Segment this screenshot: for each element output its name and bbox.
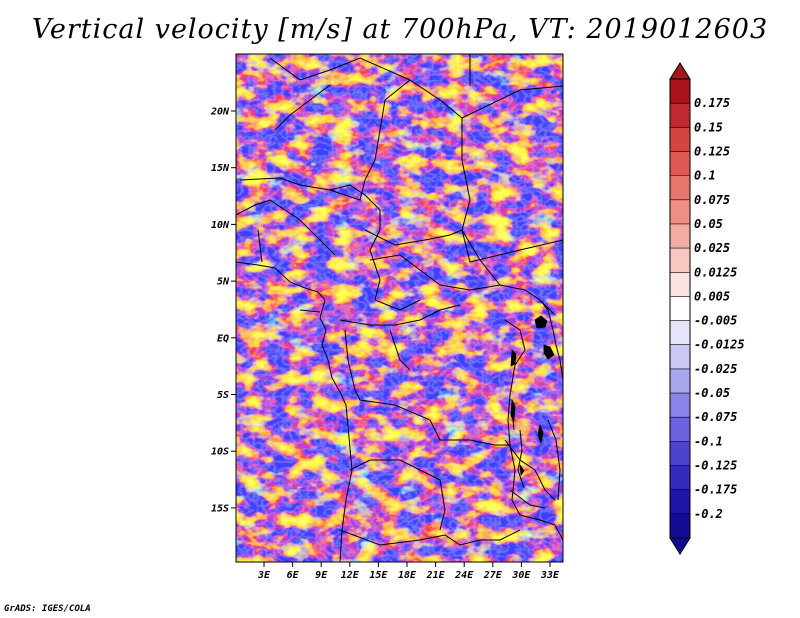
- lon-label: 30E: [511, 570, 531, 581]
- lon-label: 12E: [341, 570, 360, 581]
- colorbar-label: 0.05: [694, 217, 723, 231]
- colorbar-label: 0.075: [694, 193, 730, 207]
- country-boundaries: [236, 54, 563, 562]
- colorbar-label: -0.1: [694, 434, 723, 448]
- colorbar-swatch: [670, 248, 690, 273]
- lakes: [510, 315, 555, 477]
- colorbar-label: 0.175: [694, 96, 730, 110]
- colorbar-label: -0.025: [694, 362, 737, 376]
- lon-label: 33E: [540, 570, 560, 581]
- colorbar-label: 0.0125: [694, 265, 737, 279]
- lon-label: 9E: [315, 570, 328, 581]
- colorbar-swatch: [670, 368, 690, 394]
- colorbar-label: -0.2: [694, 507, 723, 521]
- colorbar-swatch: [670, 296, 690, 321]
- colorbar-swatch: [670, 441, 690, 466]
- colorbar-label: 0.15: [694, 120, 723, 134]
- grads-credit: GrADS: IGES/COLA: [4, 604, 91, 614]
- colorbar-label: 0.005: [694, 289, 730, 303]
- colorbar-swatch: [670, 489, 690, 515]
- lat-label: 15N: [211, 163, 230, 174]
- lon-label: 24E: [454, 570, 474, 581]
- lon-label: 3E: [257, 570, 271, 581]
- colorbar-label: 0.125: [694, 144, 730, 158]
- colorbar-label: -0.05: [694, 386, 730, 400]
- colorbar-top-arrow: [669, 62, 691, 80]
- colorbar-swatch: [670, 272, 690, 297]
- colorbar-bottom-arrow: [669, 537, 691, 555]
- lat-label: 15S: [211, 503, 229, 514]
- velocity-field: [236, 54, 563, 562]
- colorbar-label: 0.1: [694, 169, 716, 183]
- colorbar-swatch: [670, 465, 690, 490]
- lon-label: 18E: [398, 570, 417, 581]
- colorbar-swatch: [670, 513, 690, 539]
- colorbar-swatch: [670, 175, 690, 201]
- colorbar-label: -0.175: [694, 483, 737, 497]
- colorbar-swatch: [670, 320, 690, 346]
- colorbar-swatch: [670, 344, 690, 370]
- colorbar-label: -0.125: [694, 459, 737, 473]
- colorbar-label: -0.075: [694, 410, 737, 424]
- lon-label: 6E: [287, 570, 300, 581]
- colorbar-swatch: [670, 393, 690, 418]
- map-frame: [235, 53, 564, 563]
- colorbar-label: -0.005: [694, 314, 737, 328]
- longitude-axis: 3E 6E 9E 12E 15E 18E 21E 24E 27E 30E 33E: [257, 562, 560, 581]
- colorbar-swatch: [670, 79, 690, 104]
- lat-label: EQ: [217, 333, 229, 344]
- colorbar-swatch: [670, 417, 690, 442]
- lat-label: 5S: [217, 390, 229, 401]
- lon-label: 15E: [369, 570, 388, 581]
- lat-label: 10N: [211, 220, 230, 231]
- lon-label: 21E: [426, 570, 446, 581]
- lat-label: 10S: [211, 447, 229, 458]
- colorbar: 0.175 0.15 0.125 0.1 0.075 0.05 0.025 0.0125 0.0…: [669, 62, 745, 555]
- latitude-axis: 20N 15N 10N 5N EQ 5S 10S 15S: [210, 107, 236, 514]
- lat-label: 20N: [210, 107, 230, 118]
- lat-label: 5N: [217, 277, 230, 288]
- colorbar-swatch: [670, 151, 690, 176]
- colorbar-swatch: [670, 199, 690, 225]
- colorbar-swatch: [670, 223, 690, 249]
- lon-label: 27E: [483, 570, 503, 581]
- colorbar-swatch: [670, 127, 690, 152]
- map-title: Vertical velocity [m/s] at 700hPa, VT: 2…: [31, 14, 769, 45]
- colorbar-label: 0.025: [694, 241, 730, 255]
- colorbar-label: -0.0125: [694, 338, 745, 352]
- colorbar-swatch: [670, 103, 690, 128]
